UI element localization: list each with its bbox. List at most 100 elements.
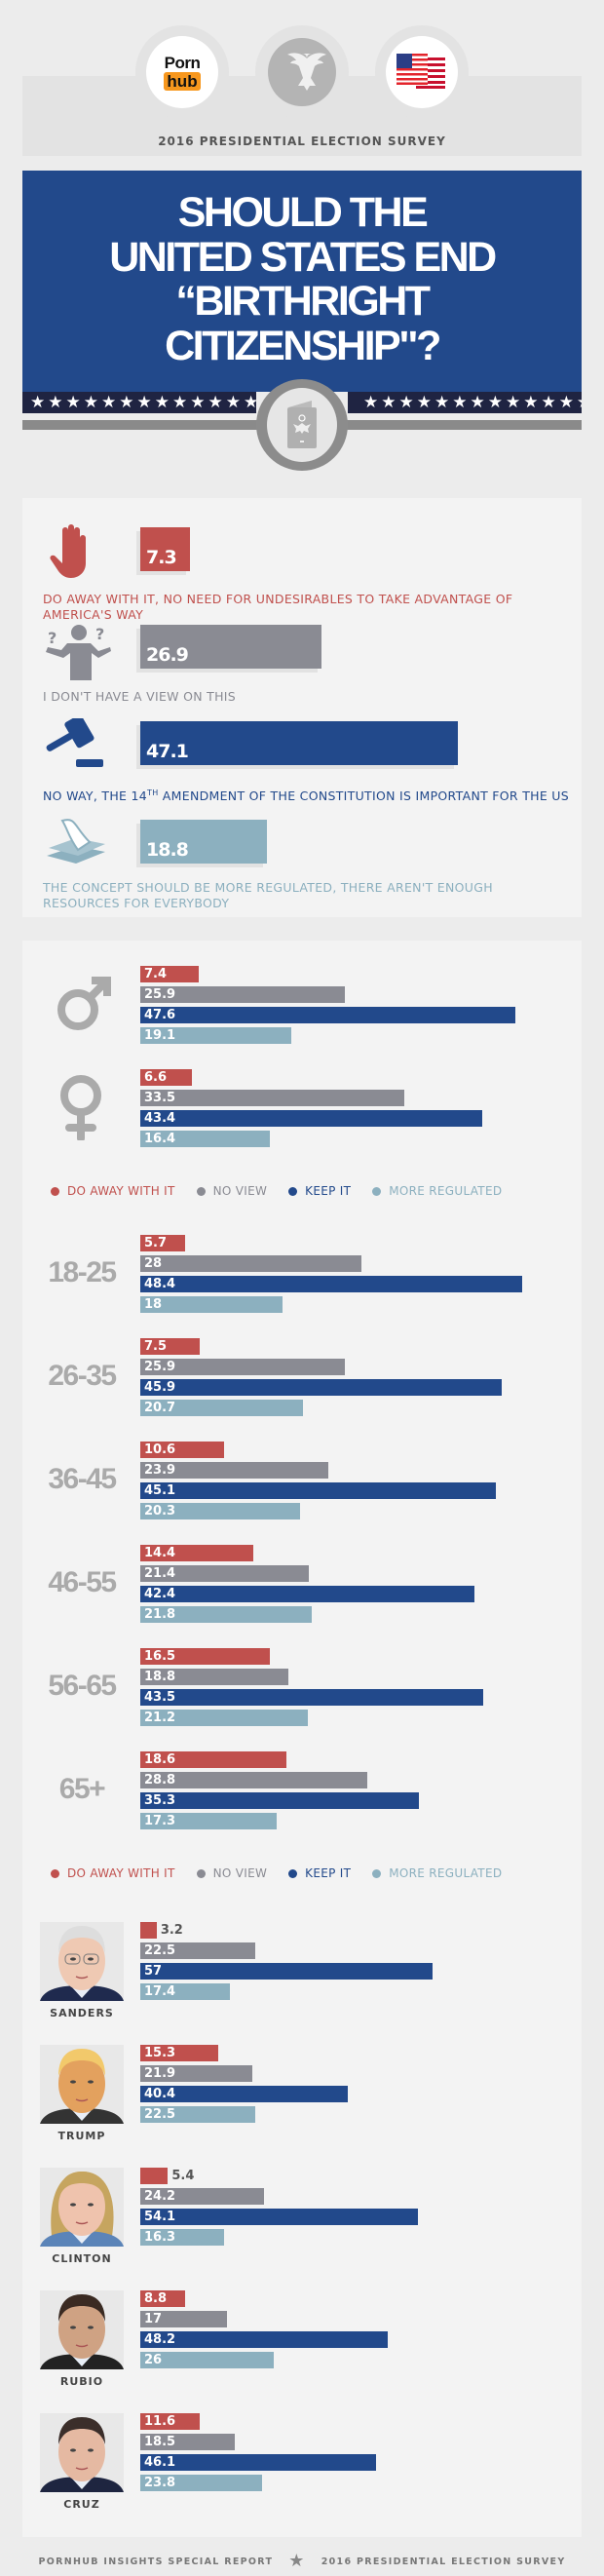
bar-value: 35.3 [144,1793,176,1808]
legend-item: MORE REGULATED [372,1866,502,1880]
bar-do-away: 14.4 [140,1545,254,1561]
bar-value: 40.4 [144,2087,176,2101]
star-icon: ★ [208,393,226,412]
bar-no-view: 21.9 [140,2065,253,2082]
bar-no-view: 24.2 [140,2188,265,2205]
age-group-label: 46-55 [48,1566,117,1598]
bar-do-away: 8.8 [140,2290,186,2307]
svg-text:?: ? [48,629,57,647]
bar-value: 23.8 [144,2476,176,2490]
bar-no-view: 28.8 [140,1772,367,1788]
bar-do-away: 7.5 [140,1338,200,1355]
bar-value: 18.6 [144,1752,176,1767]
bar-value: 21.8 [144,1607,176,1622]
star-icon: ★ [119,393,137,412]
bar-value: 18.8 [146,839,189,861]
bar-value: 42.4 [144,1587,176,1601]
footer: PORNHUB INSIGHTS SPECIAL REPORT ★ 2016 PRE… [0,2551,604,2571]
bar-value: 54.1 [144,2210,176,2224]
bar-do-away: 3.2 [140,1922,183,1939]
bar-do-away: 6.6 [140,1069,193,1086]
legend: DO AWAY WITH IT NO VIEW KEEP IT MORE REGULA… [51,1184,523,1198]
overall-bar: 18.8 [140,820,268,864]
svg-text:?: ? [95,625,104,643]
bar-value: 22.5 [144,1943,176,1958]
age-group-label: 56-65 [48,1670,117,1702]
bar-keep-it: 35.3 [140,1792,419,1809]
bar-value: 7.4 [144,967,168,981]
answer-label: I DON'T HAVE A VIEW ON THIS [43,689,237,704]
bar-value: 17.4 [144,1984,176,1999]
candidate-name: CLINTON [52,2252,112,2265]
legend-label: MORE REGULATED [389,1184,503,1198]
answer-label: THE CONCEPT SHOULD BE MORE REGULATED, TH… [43,880,493,910]
title-line: CITIZENSHIP"? [165,322,441,369]
candidate-portrait-clinton [40,2168,124,2247]
legend-item: MORE REGULATED [372,1184,502,1198]
answer-label: NO WAY, THE 14TH AMENDMENT OF THE CONSTI… [43,786,569,804]
legend-label: NO VIEW [212,1866,268,1880]
pornhub-logo-badge: Porn hub [135,25,229,119]
star-icon: ★ [506,393,524,412]
candidate-portrait-cruz [40,2413,124,2492]
star-icon: ★ [101,393,120,412]
passport-badge [256,379,348,471]
bar-no-view: 23.9 [140,1462,329,1479]
bar-value: 45.9 [144,1380,176,1395]
candidate-name: CRUZ [63,2498,100,2511]
legend-label: MORE REGULATED [389,1866,503,1880]
logo-word-porn: Porn [164,53,201,72]
legend-label: KEEP IT [305,1184,352,1198]
candidate-portrait-sanders [40,1922,124,2001]
bar-value: 18 [144,1297,163,1312]
overall-bar: 7.3 [140,527,190,571]
title-line: “BIRTHRIGHT [175,278,431,325]
bar-keep-it: 48.2 [140,2331,388,2348]
overall-results-panel [22,498,582,917]
bar-value: 5.7 [144,1236,168,1250]
star-icon: ★ [225,393,244,412]
footer-left-text: PORNHUB INSIGHTS SPECIAL REPORT [38,2557,274,2567]
legend-dot-icon [196,1186,206,1196]
legend-dot-icon [51,1868,59,1878]
bar-value: 15.3 [144,2046,176,2060]
bar-do-away: 16.5 [140,1648,271,1665]
bar-keep-it: 40.4 [140,2086,348,2102]
bar-value: 43.5 [144,1690,176,1705]
bar-value: 43.4 [144,1111,176,1126]
bar-value: 17 [144,2312,163,2326]
bar-value: 47.6 [144,1008,176,1022]
bar-value: 7.3 [146,547,177,568]
bar-value: 57 [144,1964,163,1979]
star-icon: ★ [172,393,191,412]
bar-value: 21.9 [144,2066,176,2081]
bar-no-view: 33.5 [140,1090,404,1106]
bar-more-regulated: 20.7 [140,1400,304,1416]
star-icon: ★ [65,393,84,412]
bar-value: 20.7 [144,1401,176,1415]
bar-do-away: 7.4 [140,966,199,982]
bar-keep-it: 45.9 [140,1379,503,1396]
bar-value: 24.2 [144,2189,176,2204]
bar-keep-it: 46.1 [140,2454,377,2471]
bar-do-away: 11.6 [140,2413,201,2430]
bar-value: 7.5 [144,1339,168,1354]
star-strip-right: ★★★★★★★★★★★★★ [348,392,582,413]
breakdown-panel [22,941,582,2537]
legend-label: NO VIEW [212,1184,268,1198]
bar-more-regulated: 17.3 [140,1813,277,1829]
bar-value: 25.9 [144,987,176,1002]
overall-bar: 47.1 [140,721,458,765]
question-title: SHOULD THE UNITED STATES END “BIRTHRIGHT… [22,190,582,369]
bar-value: 18.8 [144,1670,176,1684]
bar-value: 22.5 [144,2107,176,2122]
legend: DO AWAY WITH IT NO VIEW KEEP IT MORE REGULA… [51,1866,523,1880]
bar-value: 26.9 [146,644,189,666]
candidate-portrait-trump [40,2045,124,2124]
bar-value: 47.1 [146,741,189,762]
star-icon: ★ [398,393,417,412]
bar-more-regulated: 19.1 [140,1027,291,1044]
bar-value: 25.9 [144,1360,176,1374]
star-icon: ★ [523,393,542,412]
bar-value: 28.8 [144,1773,176,1788]
